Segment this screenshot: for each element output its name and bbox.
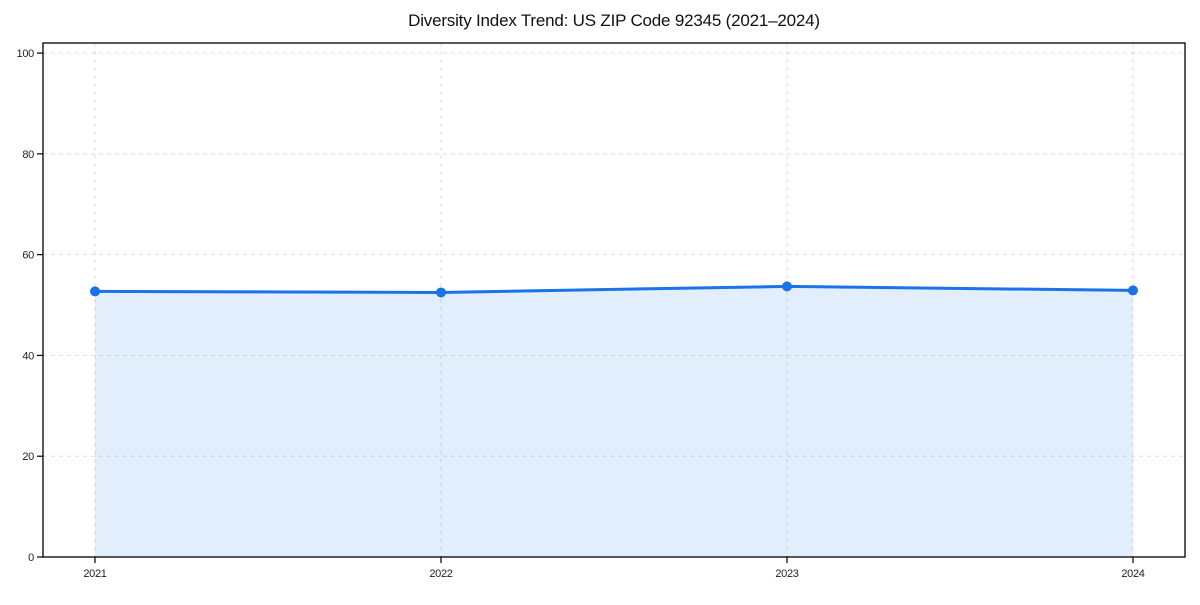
y-tick-label: 100 [17, 48, 35, 60]
data-point [1128, 285, 1138, 296]
x-tick-label: 2022 [429, 568, 452, 580]
y-tick-label: 60 [22, 250, 34, 262]
trend-line [93, 284, 1135, 294]
data-point [782, 281, 792, 292]
x-tick-label: 2021 [83, 568, 106, 580]
y-tick-label: 40 [22, 350, 34, 362]
x-tick-label: 2024 [1121, 568, 1144, 580]
chart-title: Diversity Index Trend: US ZIP Code 92345… [408, 11, 820, 30]
plot-border [42, 42, 1186, 558]
data-point [90, 286, 100, 297]
data-point [436, 287, 446, 298]
y-tick-label: 20 [22, 451, 34, 463]
y-tick-label: 80 [22, 149, 34, 161]
y-tick-label: 0 [28, 552, 34, 564]
area-fill [95, 286, 1133, 557]
x-tick-label: 2023 [775, 568, 798, 580]
